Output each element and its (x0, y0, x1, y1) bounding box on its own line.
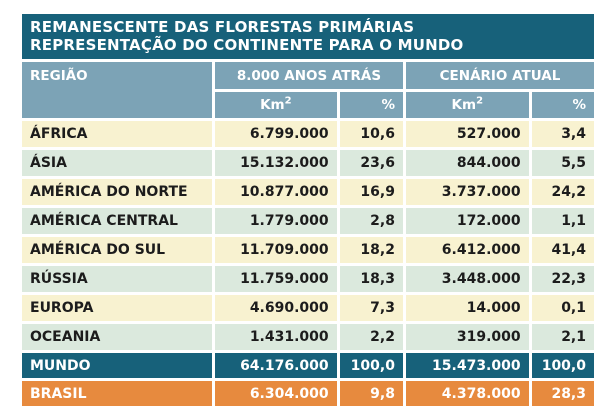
pct-now-cell: 100,0 (531, 353, 594, 378)
km-past-cell: 4.690.000 (215, 295, 337, 321)
region-cell: ÁFRICA (22, 121, 212, 147)
km-past-cell: 10.877.000 (215, 179, 337, 205)
km-superscript: 2 (284, 95, 292, 107)
km-label: Km (260, 97, 285, 113)
km-now-cell: 15.473.000 (405, 353, 529, 378)
pct-past-cell: 9,8 (339, 381, 403, 406)
pct-past-cell: 100,0 (339, 353, 403, 378)
pct-now-cell: 41,4 (531, 237, 594, 263)
region-cell: ÁSIA (22, 150, 212, 176)
pct-now-cell: 24,2 (531, 179, 594, 205)
column-group-row: REGIÃO 8.000 ANOS ATRÁS CENÁRIO ATUAL (22, 62, 594, 118)
km-past-cell: 11.759.000 (215, 266, 337, 292)
pct-past-cell: 2,2 (339, 324, 403, 350)
pct-now-cell: 5,5 (531, 150, 594, 176)
column-subheader-row: Km2 % Km2 % (22, 92, 594, 118)
region-cell: EUROPA (22, 295, 212, 321)
km-now-cell: 3.737.000 (405, 179, 529, 205)
table-row-america-central: AMÉRICA CENTRAL 1.779.000 2,8 172.000 1,… (22, 208, 594, 234)
region-cell: AMÉRICA DO SUL (22, 237, 212, 263)
title-row: REMANESCENTE DAS FLORESTAS PRIMÁRIAS REP… (22, 14, 594, 59)
km-past-cell: 6.304.000 (215, 381, 337, 406)
km-now-cell: 14.000 (405, 295, 529, 321)
column-header-km-past: Km2 (215, 92, 337, 118)
table-row-europa: EUROPA 4.690.000 7,3 14.000 0,1 (22, 295, 594, 321)
table-row-brasil-highlight: BRASIL 6.304.000 9,8 4.378.000 28,3 (22, 381, 594, 406)
column-header-region: REGIÃO (22, 62, 212, 118)
km-past-cell: 11.709.000 (215, 237, 337, 263)
pct-past-cell: 10,6 (339, 121, 403, 147)
pct-now-cell: 0,1 (531, 295, 594, 321)
pct-past-cell: 16,9 (339, 179, 403, 205)
column-header-pct-current: % (531, 92, 594, 118)
column-header-pct-past: % (339, 92, 403, 118)
km-past-cell: 1.431.000 (215, 324, 337, 350)
km-past-cell: 64.176.000 (215, 353, 337, 378)
pct-now-cell: 28,3 (531, 381, 594, 406)
region-cell: OCEANIA (22, 324, 212, 350)
km-superscript: 2 (476, 95, 484, 107)
pct-past-cell: 7,3 (339, 295, 403, 321)
km-label: Km (451, 97, 477, 113)
table-row-america-do-norte: AMÉRICA DO NORTE 10.877.000 16,9 3.737.0… (22, 179, 594, 205)
pct-past-cell: 18,2 (339, 237, 403, 263)
pct-past-cell: 23,6 (339, 150, 403, 176)
column-group-current: CENÁRIO ATUAL (405, 62, 594, 89)
km-past-cell: 1.779.000 (215, 208, 337, 234)
table-row-america-do-sul: AMÉRICA DO SUL 11.709.000 18,2 6.412.000… (22, 237, 594, 263)
km-now-cell: 319.000 (405, 324, 529, 350)
primary-forest-table: REMANESCENTE DAS FLORESTAS PRIMÁRIAS REP… (19, 11, 597, 409)
region-cell: BRASIL (22, 381, 212, 406)
title-line-2: REPRESENTAÇÃO DO CONTINENTE PARA O MUNDO (30, 36, 464, 54)
table-row-africa: ÁFRICA 6.799.000 10,6 527.000 3,4 (22, 121, 594, 147)
pct-now-cell: 3,4 (531, 121, 594, 147)
table-row-asia: ÁSIA 15.132.000 23,6 844.000 5,5 (22, 150, 594, 176)
km-past-cell: 15.132.000 (215, 150, 337, 176)
pct-past-cell: 18,3 (339, 266, 403, 292)
km-now-cell: 4.378.000 (405, 381, 529, 406)
region-cell: MUNDO (22, 353, 212, 378)
km-now-cell: 844.000 (405, 150, 529, 176)
pct-now-cell: 22,3 (531, 266, 594, 292)
km-now-cell: 527.000 (405, 121, 529, 147)
table-row-russia: RÚSSIA 11.759.000 18,3 3.448.000 22,3 (22, 266, 594, 292)
pct-now-cell: 2,1 (531, 324, 594, 350)
km-now-cell: 3.448.000 (405, 266, 529, 292)
table-row-mundo-total: MUNDO 64.176.000 100,0 15.473.000 100,0 (22, 353, 594, 378)
km-now-cell: 6.412.000 (405, 237, 529, 263)
pct-now-cell: 1,1 (531, 208, 594, 234)
table-title: REMANESCENTE DAS FLORESTAS PRIMÁRIAS REP… (22, 14, 594, 59)
column-header-km-current: Km2 (405, 92, 529, 118)
region-cell: RÚSSIA (22, 266, 212, 292)
region-cell: AMÉRICA DO NORTE (22, 179, 212, 205)
km-past-cell: 6.799.000 (215, 121, 337, 147)
title-line-1: REMANESCENTE DAS FLORESTAS PRIMÁRIAS (30, 18, 415, 36)
table-row-oceania: OCEANIA 1.431.000 2,2 319.000 2,1 (22, 324, 594, 350)
region-cell: AMÉRICA CENTRAL (22, 208, 212, 234)
pct-past-cell: 2,8 (339, 208, 403, 234)
km-now-cell: 172.000 (405, 208, 529, 234)
column-group-past: 8.000 ANOS ATRÁS (215, 62, 403, 89)
